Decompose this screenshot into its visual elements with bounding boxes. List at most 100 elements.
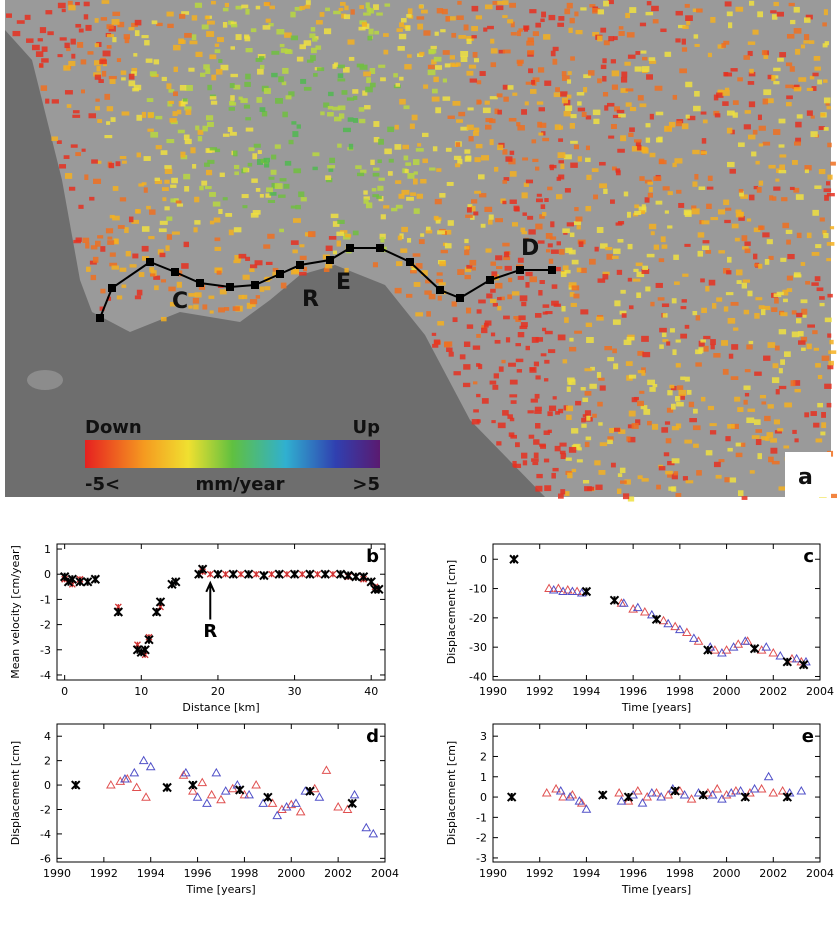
y-tick-label: 4 [44, 730, 51, 743]
deformation-pixel [172, 111, 178, 117]
deformation-pixel [679, 394, 685, 400]
deformation-pixel [716, 92, 724, 98]
x-point [213, 569, 223, 579]
y-axis-label: Displacement [cm] [9, 741, 22, 845]
deformation-pixel [683, 209, 692, 216]
deformation-pixel [564, 8, 571, 15]
deformation-pixel [112, 215, 120, 221]
deformation-pixel [225, 213, 233, 217]
deformation-pixel [116, 295, 123, 300]
deformation-pixel [68, 60, 76, 67]
deformation-pixel [523, 182, 529, 187]
triangle-point [735, 785, 746, 795]
deformation-pixel [400, 248, 408, 253]
deformation-pixel [765, 98, 774, 104]
triangle-point [663, 618, 674, 628]
deformation-pixel [508, 432, 515, 437]
deformation-pixel [267, 199, 276, 203]
deformation-pixel [823, 232, 829, 239]
deformation-pixel [766, 432, 774, 438]
deformation-pixel [748, 340, 754, 345]
deformation-pixel [259, 107, 266, 112]
deformation-pixel [759, 394, 767, 399]
deformation-pixel [466, 264, 473, 269]
deformation-pixel [827, 174, 833, 180]
deformation-pixel [645, 137, 651, 143]
x-tick-label: 1994 [572, 685, 600, 698]
deformation-pixel [195, 51, 203, 57]
deformation-pixel [89, 196, 95, 201]
deformation-pixel [323, 102, 330, 108]
deformation-pixel [772, 363, 779, 369]
deformation-pixel [128, 80, 136, 87]
deformation-pixel [625, 361, 633, 366]
deformation-pixel [112, 186, 119, 191]
deformation-pixel [775, 389, 780, 395]
triangle-point [679, 790, 690, 799]
deformation-pixel [637, 400, 645, 407]
deformation-pixel [703, 335, 711, 340]
deformation-pixel [696, 470, 702, 476]
deformation-pixel [434, 65, 443, 70]
deformation-pixel [426, 311, 431, 317]
deformation-pixel [431, 96, 440, 102]
x-tick-label: 2004 [806, 685, 834, 698]
deformation-pixel [265, 193, 272, 198]
deformation-pixel [535, 166, 540, 171]
deformation-pixel [403, 155, 409, 161]
deformation-pixel [545, 249, 551, 253]
deformation-pixel [355, 165, 362, 169]
deformation-pixel [543, 458, 550, 463]
deformation-pixel [701, 245, 710, 251]
deformation-pixel [227, 126, 233, 133]
deformation-pixel [490, 48, 498, 54]
deformation-pixel [481, 327, 488, 334]
deformation-pixel [447, 115, 455, 119]
deformation-pixel [749, 470, 755, 474]
profile-point [108, 284, 116, 292]
deformation-pixel [199, 185, 204, 191]
triangle-point [178, 770, 189, 779]
deformation-pixel [716, 297, 723, 302]
deformation-pixel [235, 34, 242, 41]
deformation-pixel [427, 64, 435, 70]
deformation-pixel [607, 436, 614, 441]
deformation-pixel [513, 463, 522, 468]
deformation-pixel [255, 57, 263, 62]
deformation-pixel [12, 30, 21, 37]
deformation-pixel [325, 7, 331, 12]
deformation-pixel [98, 79, 104, 83]
deformation-pixel [502, 410, 509, 416]
deformation-pixel [466, 324, 474, 329]
deformation-pixel [659, 344, 664, 349]
deformation-pixel [367, 35, 373, 41]
deformation-pixel [464, 267, 472, 273]
map-label: C [172, 289, 188, 314]
deformation-pixel [668, 486, 675, 491]
x-tick-label: 1992 [526, 867, 554, 880]
deformation-pixel [464, 238, 469, 244]
deformation-pixel [753, 253, 758, 260]
deformation-pixel [378, 64, 386, 68]
deformation-pixel [571, 444, 580, 449]
deformation-pixel [363, 190, 368, 195]
deformation-pixel [95, 98, 100, 102]
deformation-pixel [520, 227, 526, 232]
deformation-pixel [467, 107, 474, 111]
deformation-pixel [735, 209, 742, 213]
deformation-pixel [610, 123, 617, 129]
deformation-pixel [812, 72, 819, 77]
deformation-pixel [657, 136, 663, 143]
deformation-pixel [312, 166, 318, 171]
deformation-pixel [407, 54, 412, 58]
deformation-pixel [795, 137, 802, 143]
deformation-pixel [571, 285, 580, 291]
deformation-pixel [612, 319, 621, 325]
deformation-pixel [432, 343, 439, 348]
triangle-point [632, 785, 643, 795]
deformation-pixel [159, 220, 168, 225]
deformation-pixel [124, 37, 130, 44]
deformation-pixel [202, 125, 208, 132]
deformation-pixel [556, 241, 562, 246]
deformation-pixel [222, 197, 228, 201]
